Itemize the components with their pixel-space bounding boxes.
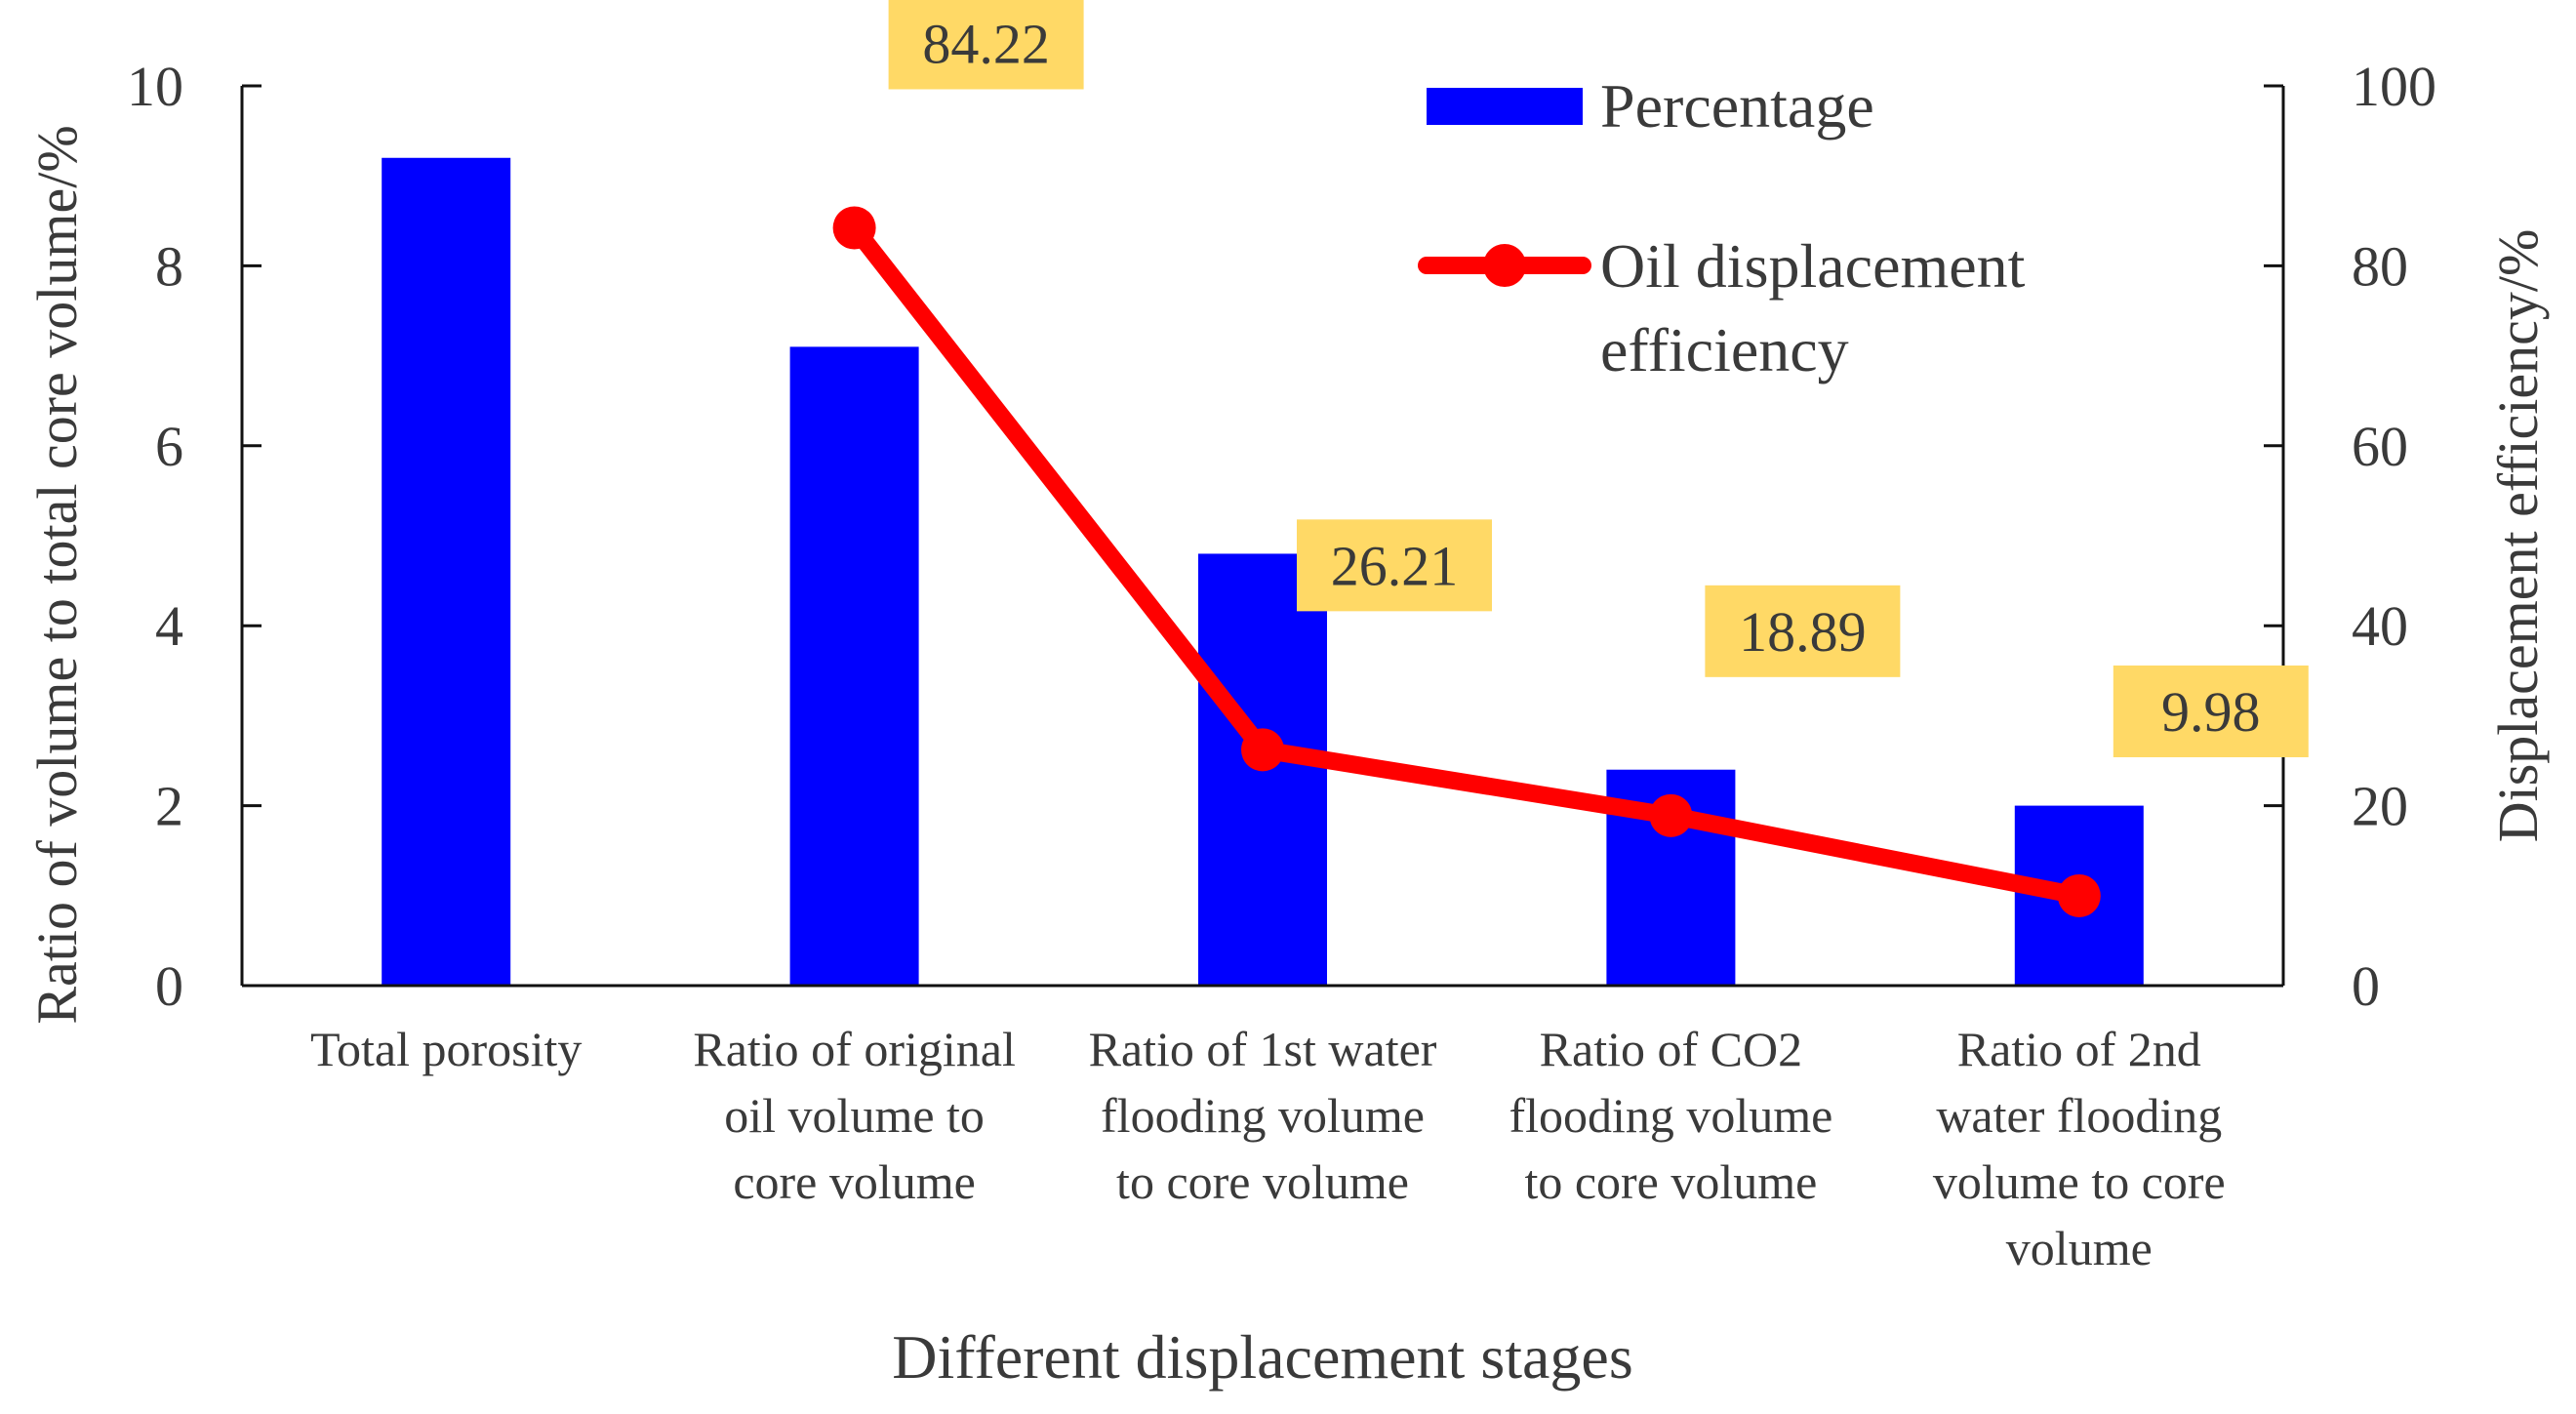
x-tick-label: Ratio of 1st water flooding volume to core… [1089,1022,1437,1209]
data-label: 18.89 [1739,600,1867,664]
y-tick-label-right: 60 [2352,415,2408,478]
y-tick-label-right: 80 [2352,234,2408,298]
line-layer [832,206,2101,917]
legend-label-efficiency: Oil displacement efficiency [1600,231,2026,384]
data-label: 26.21 [1331,534,1459,597]
y-tick-label-right: 0 [2352,954,2380,1018]
y-tick-label-right: 100 [2352,55,2436,118]
x-tick-label: Ratio of CO2 flooding volume to core volum… [1509,1022,1832,1209]
y-tick-label-left: 10 [127,55,183,118]
legend-label-percentage: Percentage [1600,71,1874,141]
x-axis-title: Different displacement stages [892,1322,1632,1392]
data-label-box [1297,519,1492,612]
efficiency-marker [2057,873,2101,917]
efficiency-line [845,219,2088,905]
data-label-box [888,0,1084,90]
legend-swatch-marker [1483,244,1526,287]
bar [382,157,511,986]
y-axis-title-right: Displacement efficiency/% [2486,229,2550,843]
y-tick-label-left: 8 [155,234,183,298]
bar [789,346,919,986]
y-tick-label-right: 20 [2352,775,2408,838]
legend: Percentage Oil displacement efficiency [1418,71,2026,384]
data-label-box [2113,665,2309,757]
y-axis-title-left: Ratio of volume to total core volume/% [25,125,89,1024]
data-labels-layer: 84.22 26.21 18.89 9.98 [888,0,2309,757]
data-label-box [1705,585,1901,677]
legend-swatch-percentage [1427,88,1583,125]
data-label: 84.22 [922,12,1050,75]
y-tick-label-left: 4 [155,594,183,658]
y-tick-label-right: 40 [2352,594,2408,658]
efficiency-marker [1241,728,1284,772]
y-tick-label-left: 2 [155,775,183,838]
x-tick-label: Ratio of 2nd water flooding volume to core… [1933,1022,2226,1275]
x-tick-label: Total porosity [310,1022,582,1076]
efficiency-marker [832,206,876,250]
efficiency-marker [1649,793,1693,837]
y-tick-label-left: 0 [155,954,183,1018]
data-label: 9.98 [2161,680,2261,744]
x-tick-label: Ratio of original oil volume to core volum… [693,1022,1016,1209]
y-tick-label-left: 6 [155,415,183,478]
